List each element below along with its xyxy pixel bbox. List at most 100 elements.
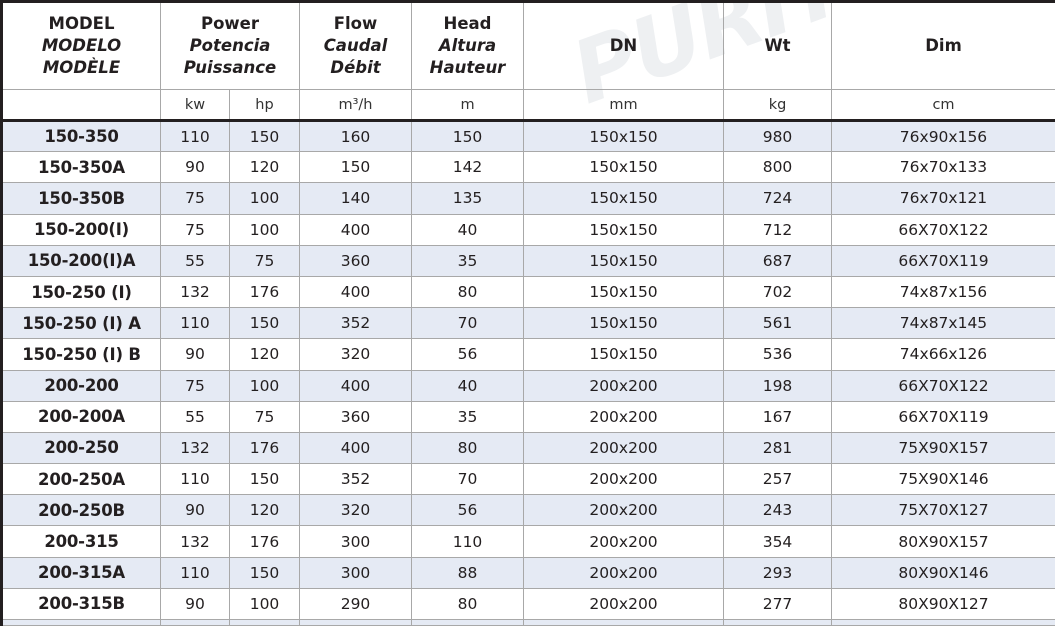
- cell-hp: 100: [229, 182, 300, 215]
- table-row: 150-350B 75 100 140 135 150x150 724 76x70x121: [1, 182, 1055, 215]
- table-row: 150-250 (I) A 110 150 352 70 150x150 561 74x87x…: [1, 307, 1055, 340]
- cell-wt: 257: [723, 463, 832, 496]
- cell-wt: 167: [723, 400, 832, 433]
- header-unit-hp: hp: [229, 89, 300, 122]
- cell-partial: [831, 619, 1055, 626]
- cell-dn: 150x150: [523, 119, 724, 153]
- cell-dim: 66X70X122: [831, 369, 1055, 402]
- table-row: 200-250 132 176 400 80 200x200 281 75X90X157: [1, 431, 1055, 465]
- header-flow-fr: Débit: [330, 57, 381, 77]
- cell-wt: 712: [723, 213, 832, 246]
- cell-dim: 76x70x121: [831, 182, 1055, 215]
- table-row: 150-200(I) 75 100 400 40 150x150 712 66X70X122: [1, 213, 1055, 246]
- cell-flow: 320: [299, 338, 412, 371]
- cell-flow: 400: [299, 369, 412, 402]
- cell-hp: 176: [229, 275, 300, 309]
- cell-model: 150-200(I): [1, 213, 161, 246]
- cell-dim: 74x87x156: [831, 275, 1055, 309]
- cell-partial: [1, 619, 161, 626]
- cell-hp: 100: [229, 369, 300, 402]
- cell-flow: 400: [299, 275, 412, 309]
- cell-dim: 80X90X127: [831, 587, 1055, 621]
- cell-dim: 80X90X146: [831, 556, 1055, 589]
- cell-head: 88: [411, 556, 524, 589]
- cell-dim: 75X70X127: [831, 494, 1055, 527]
- cell-wt: 536: [723, 338, 832, 371]
- table-row: 150-350A 90 120 150 142 150x150 800 76x70x133: [1, 151, 1055, 184]
- cell-flow: 320: [299, 494, 412, 527]
- cell-flow: 360: [299, 244, 412, 277]
- cell-kw: 90: [160, 338, 230, 371]
- cell-dn: 200x200: [523, 431, 724, 465]
- header-head: Head Altura Hauteur: [411, 1, 524, 90]
- cell-wt: 702: [723, 275, 832, 309]
- cell-dn: 200x200: [523, 494, 724, 527]
- cell-partial: [299, 619, 412, 626]
- cell-model: 150-350A: [1, 151, 161, 184]
- cell-kw: 110: [160, 307, 230, 340]
- table-header: MODEL MODELO MODÈLE Power Potencia Puiss…: [1, 1, 1055, 122]
- table-row: 150-250 (I) 132 176 400 80 150x150 702 74x87x15…: [1, 275, 1055, 309]
- header-power-es: Potencia: [189, 36, 271, 56]
- cell-kw: 132: [160, 525, 230, 558]
- cell-flow: 300: [299, 556, 412, 589]
- cell-model: 200-315: [1, 525, 161, 558]
- cell-wt: 243: [723, 494, 832, 527]
- cell-dn: 200x200: [523, 400, 724, 433]
- table-row-partial: [1, 619, 1055, 626]
- table-row: 200-200 75 100 400 40 200x200 198 66X70X122: [1, 369, 1055, 402]
- cell-partial: [229, 619, 300, 626]
- cell-model: 200-250: [1, 431, 161, 465]
- header-unit-dim: cm: [831, 89, 1055, 122]
- cell-head: 135: [411, 182, 524, 215]
- header-power-fr: Puissance: [183, 57, 277, 77]
- cell-model: 200-315B: [1, 587, 161, 621]
- cell-hp: 176: [229, 525, 300, 558]
- cell-flow: 360: [299, 400, 412, 433]
- cell-kw: 110: [160, 463, 230, 496]
- cell-model: 150-250 (I): [1, 275, 161, 309]
- cell-dn: 150x150: [523, 213, 724, 246]
- cell-head: 35: [411, 244, 524, 277]
- cell-dim: 80X90X157: [831, 525, 1055, 558]
- cell-kw: 55: [160, 244, 230, 277]
- table-row: 200-250B 90 120 320 56 200x200 243 75X70X127: [1, 494, 1055, 527]
- cell-hp: 75: [229, 400, 300, 433]
- header-flow-en: Flow: [333, 14, 378, 34]
- cell-wt: 281: [723, 431, 832, 465]
- header-model-fr: MODÈLE: [42, 57, 121, 77]
- cell-head: 56: [411, 338, 524, 371]
- cell-head: 150: [411, 119, 524, 153]
- table-row: 200-200A 55 75 360 35 200x200 167 66X70X119: [1, 400, 1055, 433]
- header-unit-model: [1, 89, 161, 122]
- table-row: 150-200(I)A 55 75 360 35 150x150 687 66X70X119: [1, 244, 1055, 277]
- cell-head: 40: [411, 213, 524, 246]
- cell-kw: 75: [160, 369, 230, 402]
- cell-model: 200-200A: [1, 400, 161, 433]
- cell-dim: 66X70X119: [831, 244, 1055, 277]
- header-flow-es: Caudal: [323, 36, 388, 56]
- header-power-en: Power: [201, 14, 259, 34]
- header-head-fr: Hauteur: [429, 57, 506, 77]
- cell-model: 200-250A: [1, 463, 161, 496]
- cell-partial: [160, 619, 230, 626]
- cell-dn: 200x200: [523, 587, 724, 621]
- header-model-en: MODEL: [48, 14, 115, 34]
- cell-flow: 290: [299, 587, 412, 621]
- header-flow: Flow Caudal Débit: [299, 1, 412, 90]
- header-dim: Dim: [831, 1, 1055, 90]
- header-unit-wt: kg: [723, 89, 832, 122]
- cell-flow: 140: [299, 182, 412, 215]
- cell-dim: 66X70X122: [831, 213, 1055, 246]
- cell-wt: 561: [723, 307, 832, 340]
- cell-model: 150-250 (I) B: [1, 338, 161, 371]
- table-row: 150-350 110 150 160 150 150x150 980 76x90x156: [1, 119, 1055, 153]
- cell-head: 40: [411, 369, 524, 402]
- cell-model: 200-250B: [1, 494, 161, 527]
- table-row: 200-315B 90 100 290 80 200x200 277 80X90X127: [1, 587, 1055, 621]
- cell-hp: 176: [229, 431, 300, 465]
- header-unit-kw: kw: [160, 89, 230, 122]
- cell-wt: 687: [723, 244, 832, 277]
- cell-flow: 300: [299, 525, 412, 558]
